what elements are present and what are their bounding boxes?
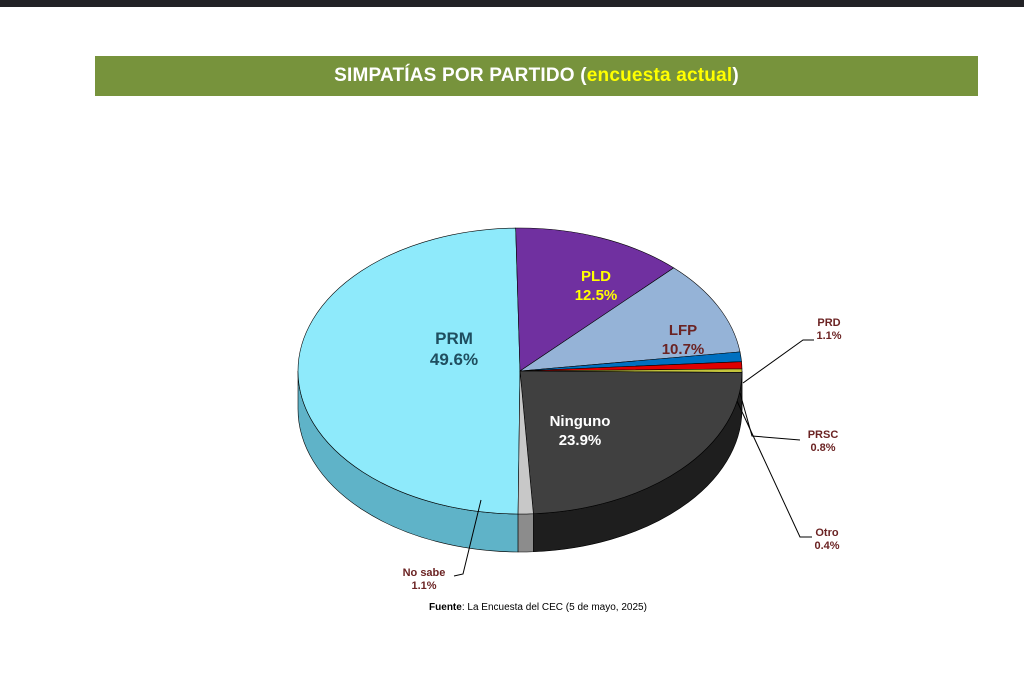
pie-slice-pld bbox=[515, 227, 675, 372]
pie-label-value-otro: 0.4% bbox=[814, 540, 839, 552]
pie-slice-no-sabe bbox=[517, 370, 534, 515]
pie-slice-lfp bbox=[519, 267, 741, 372]
chart-title: SIMPATÍAS POR PARTIDO (encuesta actual) bbox=[95, 56, 978, 96]
title-suffix: ) bbox=[732, 65, 739, 86]
pie-slices bbox=[297, 227, 743, 515]
pie-label-value-no-sabe: 1.1% bbox=[411, 580, 436, 592]
pie-label-name-otro: Otro bbox=[815, 527, 839, 539]
pie-label-name-pld: PLD bbox=[581, 268, 611, 285]
pie-label-value-prm: 49.6% bbox=[430, 350, 478, 369]
leader-line-prd bbox=[742, 339, 814, 384]
pie-label-value-ninguno: 23.9% bbox=[559, 432, 602, 449]
pie-label-name-prd: PRD bbox=[817, 317, 840, 329]
leader-line-prsc bbox=[739, 392, 801, 441]
leader-line-no-sabe bbox=[453, 499, 482, 577]
top-bar bbox=[0, 0, 1024, 7]
pie-label-name-ninguno: Ninguno bbox=[550, 413, 611, 430]
pie-slice-prm bbox=[297, 227, 521, 515]
pie-label-name-prm: PRM bbox=[435, 329, 473, 348]
pie-leader-lines bbox=[453, 339, 814, 577]
pie-labels: PRM49.6%PLD12.5%LFP10.7%PRD1.1%PRSC0.8%O… bbox=[403, 268, 842, 592]
pie-label-value-prsc: 0.8% bbox=[810, 442, 835, 454]
title-prefix: SIMPATÍAS POR PARTIDO ( bbox=[334, 65, 587, 86]
pie-label-value-lfp: 10.7% bbox=[662, 341, 705, 358]
pie-sides bbox=[297, 370, 743, 553]
pie-side-no-sabe bbox=[517, 513, 534, 553]
pie-label-name-prsc: PRSC bbox=[808, 429, 839, 441]
leader-line-otro bbox=[736, 400, 812, 538]
source-label: Fuente bbox=[429, 602, 462, 613]
pie-label-name-lfp: LFP bbox=[669, 322, 697, 339]
source-note: Fuente: La Encuesta del CEC (5 de mayo, … bbox=[0, 602, 1024, 613]
source-text: : La Encuesta del CEC (5 de mayo, 2025) bbox=[461, 602, 647, 613]
pie-label-value-prd: 1.1% bbox=[816, 330, 841, 342]
pie-slice-ninguno bbox=[519, 370, 743, 515]
pie-label-name-no-sabe: No sabe bbox=[403, 567, 446, 579]
pie-label-value-pld: 12.5% bbox=[575, 287, 618, 304]
title-highlight: encuesta actual bbox=[586, 65, 733, 86]
